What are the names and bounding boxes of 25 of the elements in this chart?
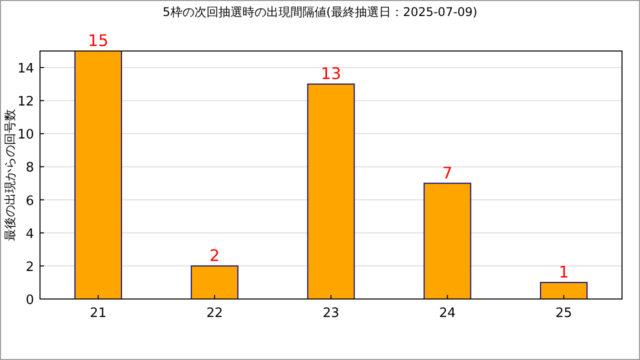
- x-tick-label: 21: [90, 306, 106, 321]
- data-label: 15: [88, 31, 108, 50]
- y-tick-label: 8: [26, 160, 34, 176]
- x-tick-label: 22: [206, 306, 223, 321]
- bar: [307, 84, 355, 300]
- bar: [540, 282, 588, 300]
- data-label: 13: [320, 64, 342, 84]
- y-tick-label: 6: [26, 194, 34, 209]
- bar: [190, 265, 238, 300]
- y-tick-label: 0: [26, 293, 34, 308]
- x-tick-label: 25: [556, 306, 572, 321]
- y-tick-label: 10: [17, 128, 34, 143]
- y-tick-label: 14: [17, 62, 34, 77]
- y-axis-title: 最後の出現からの回号数: [3, 109, 17, 241]
- y-tick-label: 2: [26, 260, 34, 275]
- data-label: 1: [558, 262, 569, 282]
- y-tick-label: 12: [17, 94, 34, 110]
- data-label: 2: [210, 246, 220, 265]
- y-tick-label: 4: [26, 226, 34, 242]
- x-tick-label: 23: [322, 306, 340, 321]
- bar: [424, 182, 472, 300]
- chart-title: 5枠の次回抽選時の出現間隔値(最終抽選日：2025-07-09): [162, 5, 478, 19]
- x-tick-label: 24: [439, 306, 456, 321]
- data-label: 7: [442, 163, 452, 182]
- bar: [74, 50, 122, 300]
